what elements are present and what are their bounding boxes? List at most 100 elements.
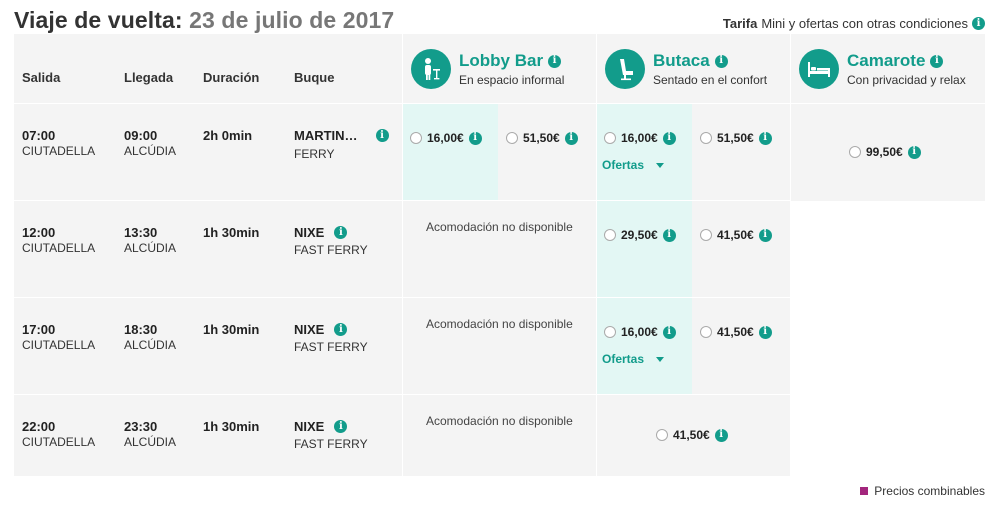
radio-button[interactable] <box>410 132 422 144</box>
acc-name-lobby-bar: Lobby Bar <box>459 51 544 70</box>
dep-port: CIUTADELLA <box>22 338 96 352</box>
lobby-selected-cell <box>403 104 498 200</box>
radio-button[interactable] <box>849 146 861 158</box>
radio-button[interactable] <box>604 132 616 144</box>
price-value: 16,00€ <box>621 325 658 339</box>
info-icon[interactable]: i <box>972 17 985 30</box>
price-option[interactable]: 16,00€ i <box>410 131 482 145</box>
ship-type: FAST FERRY <box>294 437 368 451</box>
dep-time: 12:00 <box>22 225 56 240</box>
radio-button[interactable] <box>700 132 712 144</box>
price-value: 41,50€ <box>717 228 754 242</box>
info-icon[interactable]: i <box>334 226 348 239</box>
price-option[interactable]: 16,00€ i <box>604 325 676 339</box>
price-option[interactable]: 41,50€ i <box>700 228 772 242</box>
ship-type: FAST FERRY <box>294 243 368 257</box>
not-available-text: Acomodación no disponible <box>426 220 573 234</box>
info-icon[interactable]: i <box>468 131 482 145</box>
price-value: 51,50€ <box>523 131 560 145</box>
acc-name-camarote: Camarote <box>847 51 926 70</box>
arr-time: 09:00 <box>124 128 158 143</box>
info-icon[interactable]: i <box>758 131 772 145</box>
ofertas-label: Ofertas <box>602 158 645 172</box>
ship-name-text: MARTIN… <box>294 128 358 143</box>
info-icon[interactable]: i <box>758 325 772 339</box>
legend: Precios combinables <box>860 484 985 498</box>
acc-sub-lobby-bar: En espacio informal <box>459 73 565 87</box>
price-option[interactable]: 51,50€ i <box>700 131 772 145</box>
ship-name-text: NIXE <box>294 322 325 337</box>
duration: 1h 30min <box>203 419 260 434</box>
info-icon[interactable]: i <box>930 54 944 68</box>
radio-button[interactable] <box>604 326 616 338</box>
seat-icon <box>605 49 645 89</box>
info-icon[interactable]: i <box>714 428 728 442</box>
price-option[interactable]: 41,50€ i <box>700 325 772 339</box>
arr-port: ALCÚDIA <box>124 144 177 158</box>
price-option[interactable]: 41,50€ i <box>656 428 728 442</box>
info-icon[interactable]: i <box>714 54 728 68</box>
butaca-selected-cell <box>597 104 692 200</box>
chevron-down-icon <box>656 356 665 362</box>
info-icon[interactable]: i <box>662 228 676 242</box>
ofertas-dropdown[interactable]: Ofertas <box>602 158 665 172</box>
price-value: 16,00€ <box>621 131 658 145</box>
price-option[interactable]: 29,50€ i <box>604 228 676 242</box>
not-available-text: Acomodación no disponible <box>426 414 573 428</box>
radio-button[interactable] <box>700 326 712 338</box>
ship-name: NIXE i <box>294 419 348 434</box>
arr-port: ALCÚDIA <box>124 338 177 352</box>
arr-time: 18:30 <box>124 322 158 337</box>
price-value: 16,00€ <box>427 131 464 145</box>
price-option[interactable]: 99,50€ i <box>849 145 921 159</box>
row-divider <box>14 103 985 104</box>
column-divider <box>402 34 403 476</box>
row-divider <box>14 394 790 395</box>
radio-button[interactable] <box>604 229 616 241</box>
info-icon[interactable]: i <box>334 323 348 336</box>
butaca-selected-cell <box>597 297 692 394</box>
camarote-empty-area <box>791 201 985 476</box>
price-option[interactable]: 51,50€ i <box>506 131 578 145</box>
ship-name-text: NIXE <box>294 225 325 240</box>
column-divider <box>790 34 791 476</box>
dep-port: CIUTADELLA <box>22 144 96 158</box>
row-divider <box>14 297 790 298</box>
tarifa-text: Mini y ofertas con otras condiciones <box>761 16 968 31</box>
info-icon[interactable]: i <box>375 129 389 142</box>
info-icon[interactable]: i <box>758 228 772 242</box>
butaca-selected-cell <box>597 200 692 297</box>
info-icon[interactable]: i <box>564 131 578 145</box>
price-value: 99,50€ <box>866 145 903 159</box>
column-divider <box>596 34 597 476</box>
acc-header-camarote: Camarote i Con privacidad y relax <box>799 34 966 104</box>
acc-sub-camarote: Con privacidad y relax <box>847 73 966 87</box>
dep-port: CIUTADELLA <box>22 435 96 449</box>
arr-port: ALCÚDIA <box>124 241 177 255</box>
arr-time: 13:30 <box>124 225 158 240</box>
radio-button[interactable] <box>656 429 668 441</box>
info-icon[interactable]: i <box>662 131 676 145</box>
info-icon[interactable]: i <box>662 325 676 339</box>
ofertas-dropdown[interactable]: Ofertas <box>602 352 665 366</box>
radio-button[interactable] <box>700 229 712 241</box>
ship-name-text: NIXE <box>294 419 325 434</box>
lobby-bar-icon <box>411 49 451 89</box>
legend-text: Precios combinables <box>874 484 985 498</box>
title-date: 23 de julio de 2017 <box>189 7 395 33</box>
info-icon[interactable]: i <box>907 145 921 159</box>
schedule-table: Salida Llegada Duración Buque Lobby Bar i… <box>14 34 985 476</box>
radio-button[interactable] <box>506 132 518 144</box>
page-title: Viaje de vuelta: 23 de julio de 2017 <box>14 7 394 34</box>
dep-time: 22:00 <box>22 419 56 434</box>
info-icon[interactable]: i <box>548 54 562 68</box>
ship-type: FAST FERRY <box>294 340 368 354</box>
col-buque: Buque <box>294 70 335 85</box>
price-option[interactable]: 16,00€ i <box>604 131 676 145</box>
ofertas-label: Ofertas <box>602 352 645 366</box>
info-icon[interactable]: i <box>334 420 348 433</box>
ship-name: NIXE i <box>294 225 348 240</box>
price-value: 41,50€ <box>673 428 710 442</box>
price-value: 29,50€ <box>621 228 658 242</box>
duration: 1h 30min <box>203 225 260 240</box>
